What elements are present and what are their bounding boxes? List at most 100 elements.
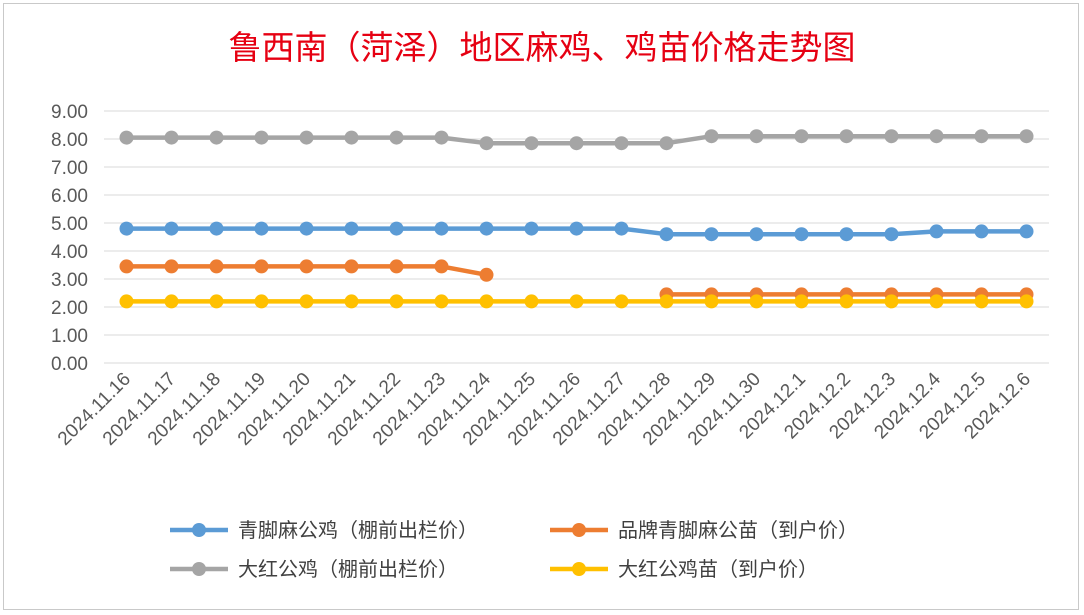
data-point [389,294,404,309]
legend-marker [192,523,206,537]
legend-label: 品牌青脚麻公苗（到户价） [618,518,858,542]
data-point [434,130,449,145]
y-tick-label: 2.00 [51,298,88,319]
legend-label: 大红公鸡苗（到户价） [618,557,818,581]
y-tick-label: 5.00 [51,214,88,235]
data-point [254,130,269,145]
data-point [389,221,404,236]
data-point [524,221,539,236]
data-point [569,221,584,236]
data-point [119,294,134,309]
data-point [569,136,584,151]
data-point [704,129,719,144]
data-point [164,294,179,309]
data-point [164,259,179,274]
data-point [749,227,764,242]
data-point [659,136,674,151]
data-point [344,259,359,274]
data-point [119,130,134,145]
data-point [1019,129,1034,144]
legend-item-3: 大红公鸡（棚前出栏价） [170,557,458,581]
data-point [254,294,269,309]
data-point [839,294,854,309]
data-point [524,294,539,309]
legend: 青脚麻公鸡（棚前出栏价） 品牌青脚麻公苗（到户价） 大红公鸡（棚前出栏价） 大红公鸡苗… [170,518,858,581]
data-point [164,221,179,236]
data-point [479,294,494,309]
data-point [704,294,719,309]
data-point [929,224,944,239]
data-point [524,136,539,151]
data-point [884,294,899,309]
data-point [884,227,899,242]
data-point [479,267,494,282]
chart-title: 鲁西南（菏泽）地区麻鸡、鸡苗价格走势图 [229,28,856,67]
y-axis-ticks: 0.00 1.00 2.00 3.00 4.00 5.00 6.00 7.00 8.00 9.00 [51,102,88,375]
legend-label: 青脚麻公鸡（棚前出栏价） [238,518,478,542]
data-point [794,129,809,144]
data-point [974,224,989,239]
legend-marker [192,562,206,576]
legend-marker [572,523,586,537]
data-point [479,136,494,151]
y-tick-label: 8.00 [51,130,88,151]
x-axis-ticks: 2024.11.162024.11.172024.11.182024.11.19… [54,368,1035,449]
data-point [794,227,809,242]
data-point [1019,224,1034,239]
data-point [749,294,764,309]
data-point [929,129,944,144]
data-point [344,130,359,145]
data-point [344,221,359,236]
legend-item-4: 大红公鸡苗（到户价） [550,557,818,581]
series-lines [119,129,1034,309]
data-point [614,294,629,309]
data-point [794,294,809,309]
series-3 [119,129,1034,151]
data-point [254,259,269,274]
data-point [434,259,449,274]
data-point [119,259,134,274]
y-tick-label: 6.00 [51,186,88,207]
data-point [254,221,269,236]
data-point [974,294,989,309]
y-tick-label: 0.00 [51,354,88,375]
data-point [884,129,899,144]
data-point [389,130,404,145]
data-point [299,221,314,236]
data-point [974,129,989,144]
data-point [209,130,224,145]
data-point [344,294,359,309]
data-point [614,221,629,236]
data-point [299,294,314,309]
data-point [119,221,134,236]
y-tick-label: 1.00 [51,326,88,347]
data-point [209,294,224,309]
data-point [839,227,854,242]
data-point [659,294,674,309]
data-point [479,221,494,236]
y-tick-label: 7.00 [51,158,88,179]
legend-marker [572,562,586,576]
data-point [614,136,629,151]
data-point [1019,294,1034,309]
series-4 [119,294,1034,309]
legend-item-2: 品牌青脚麻公苗（到户价） [550,518,858,542]
data-point [299,130,314,145]
data-point [434,294,449,309]
data-point [569,294,584,309]
data-point [839,129,854,144]
data-point [299,259,314,274]
series-1 [119,221,1034,242]
data-point [704,227,719,242]
y-tick-label: 4.00 [51,242,88,263]
y-tick-label: 3.00 [51,270,88,291]
data-point [389,259,404,274]
data-point [209,221,224,236]
legend-label: 大红公鸡（棚前出栏价） [238,557,458,581]
data-point [659,227,674,242]
y-tick-label: 9.00 [51,102,88,123]
data-point [749,129,764,144]
data-point [209,259,224,274]
legend-item-1: 青脚麻公鸡（棚前出栏价） [170,518,478,542]
